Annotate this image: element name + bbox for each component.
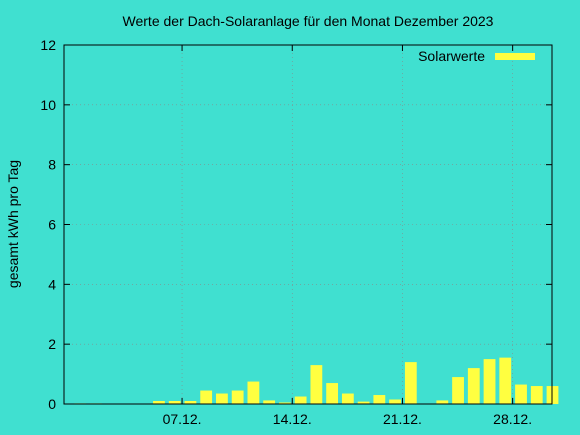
bar-day-27 bbox=[483, 359, 496, 404]
legend: Solarwerte bbox=[418, 48, 535, 64]
bar-day-12 bbox=[247, 381, 260, 404]
x-tick-label: 28.12. bbox=[493, 411, 532, 427]
x-tick-label: 07.12. bbox=[163, 411, 202, 427]
bar-day-18 bbox=[341, 393, 354, 404]
bar-day-8 bbox=[184, 401, 197, 404]
x-tick-label: 14.12. bbox=[273, 411, 312, 427]
bar-day-22 bbox=[404, 362, 417, 404]
bars bbox=[74, 357, 559, 405]
bar-day-25 bbox=[452, 377, 464, 404]
bar-day-17 bbox=[326, 383, 339, 404]
y-tick-label: 12 bbox=[40, 37, 56, 53]
y-tick-label: 6 bbox=[48, 217, 56, 233]
bar-day-30 bbox=[530, 386, 543, 404]
bar-day-29 bbox=[515, 384, 527, 404]
y-tick-label: 8 bbox=[48, 157, 56, 173]
bar-day-26 bbox=[467, 368, 480, 404]
bar-day-10 bbox=[216, 393, 228, 404]
legend-label-solarwerte: Solarwerte bbox=[418, 48, 485, 64]
ticks: 0 2 4 6 8 10 12 07.12. 14.12. 21.12. 28.12. bbox=[40, 37, 552, 427]
bar-day-24 bbox=[436, 400, 449, 404]
bar-day-14 bbox=[278, 402, 291, 404]
x-tick-label: 21.12. bbox=[383, 411, 422, 427]
bar-day-13 bbox=[263, 400, 276, 404]
bar-day-21 bbox=[389, 399, 401, 404]
bar-day-15 bbox=[294, 396, 307, 404]
bar-day-20 bbox=[373, 395, 386, 404]
grid-lines bbox=[64, 45, 552, 404]
y-axis-label: gesamt kWh pro Tag bbox=[5, 160, 21, 288]
chart-title: Werte der Dach-Solaranlage für den Monat… bbox=[123, 13, 494, 29]
y-tick-label: 10 bbox=[40, 97, 56, 113]
bar-day-16 bbox=[310, 365, 323, 404]
bar-day-6 bbox=[153, 401, 165, 404]
y-tick-label: 0 bbox=[48, 396, 56, 412]
bar-day-11 bbox=[231, 390, 244, 404]
y-tick-label: 2 bbox=[48, 336, 56, 352]
bar-day-7 bbox=[168, 401, 181, 404]
legend-swatch-solarwerte bbox=[495, 53, 535, 60]
y-tick-label: 4 bbox=[48, 276, 56, 292]
bar-day-19 bbox=[357, 401, 370, 404]
bar-day-28 bbox=[499, 357, 512, 404]
bar-day-9 bbox=[200, 390, 213, 404]
